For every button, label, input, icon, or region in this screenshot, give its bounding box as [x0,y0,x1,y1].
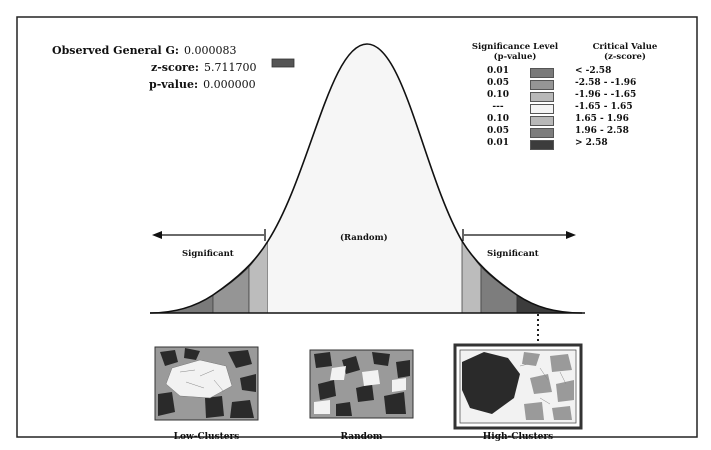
legend-p-value: 0.10 [487,114,509,124]
legend-swatch [530,80,554,90]
legend-row: --- -1.65 - 1.65 [480,102,711,115]
critical-value-header-line2: (z-score) [604,52,646,62]
critical-value-header: Critical Value (z-score) [580,42,670,62]
center-region [268,44,462,313]
legend-p-value: 0.01 [487,66,509,76]
pvalue: p-value: 0.000000 [149,73,256,92]
legend-swatch [530,92,554,102]
observed-general-g: Observed General G: 0.000083 [52,39,237,58]
observed-general-g-label: Observed General G: [52,44,179,57]
zscore-label: z-score: [151,61,199,74]
zscore-swatch [271,58,295,68]
random-label: (Random) [340,233,388,243]
legend-z-range: < -2.58 [575,66,612,76]
legend-z-range: > 2.58 [575,138,608,148]
legend-p-value: 0.05 [487,78,509,88]
legend-row: 0.01 < -2.58 [480,66,711,79]
legend-p-value: 0.05 [487,126,509,136]
left-tail-band-005 [212,266,250,314]
legend-swatch [530,140,554,150]
zscore-value: 5.711700 [204,61,257,74]
map-low-clusters [154,346,259,421]
legend-row: 0.01 > 2.58 [480,138,711,151]
left-tail-band-010 [248,239,269,314]
left-significant-label: Significant [182,249,234,259]
legend-z-range: -1.65 - 1.65 [575,102,633,112]
significance-header-line1: Significance Level [471,42,559,52]
right-arrow-head [566,231,576,239]
right-tail-band-001 [516,294,583,314]
observed-general-g-value: 0.000083 [184,44,237,57]
legend-p-value: --- [492,102,504,112]
zscore: z-score: 5.711700 [151,56,257,75]
critical-value-header-line1: Critical Value [592,42,658,52]
legend-p-value: 0.10 [487,90,509,100]
significance-header: Significance Level (p-value) [470,42,560,62]
legend-swatch [530,116,554,126]
significance-header-line2: (p-value) [493,52,537,62]
random-caption: Random [340,432,383,442]
legend-z-range: 1.96 - 2.58 [575,126,629,136]
right-significant-label: Significant [487,249,539,259]
normal-curve [149,43,583,314]
pvalue-label: p-value: [149,78,199,91]
map-random [309,349,414,419]
right-tail-band-005 [480,266,518,314]
legend-row: 0.10 1.65 - 1.96 [480,114,711,127]
legend-row: 0.10 -1.96 - -1.65 [480,90,711,103]
legend-swatch [530,128,554,138]
legend-z-range: -1.96 - -1.65 [575,90,637,100]
high-clusters-caption: High-Clusters [482,432,554,442]
map-high-clusters [453,343,583,430]
left-tail-band-001 [149,294,214,314]
legend-z-range: 1.65 - 1.96 [575,114,629,124]
left-arrow-head [152,231,162,239]
outer-border [16,16,698,438]
legend-row: 0.05 -2.58 - -1.96 [480,78,711,91]
legend-row: 0.05 1.96 - 2.58 [480,126,711,139]
low-clusters-caption: Low-Clusters [173,432,240,442]
pvalue-value: 0.000000 [203,78,256,91]
legend-z-range: -2.58 - -1.96 [575,78,637,88]
right-tail-band-010 [461,239,482,314]
legend-rows: 0.01 < -2.58 0.05 -2.58 - -1.96 0.10 -1.… [480,66,710,166]
legend-swatch [530,68,554,78]
legend-swatch [530,104,554,114]
legend-p-value: 0.01 [487,138,509,148]
